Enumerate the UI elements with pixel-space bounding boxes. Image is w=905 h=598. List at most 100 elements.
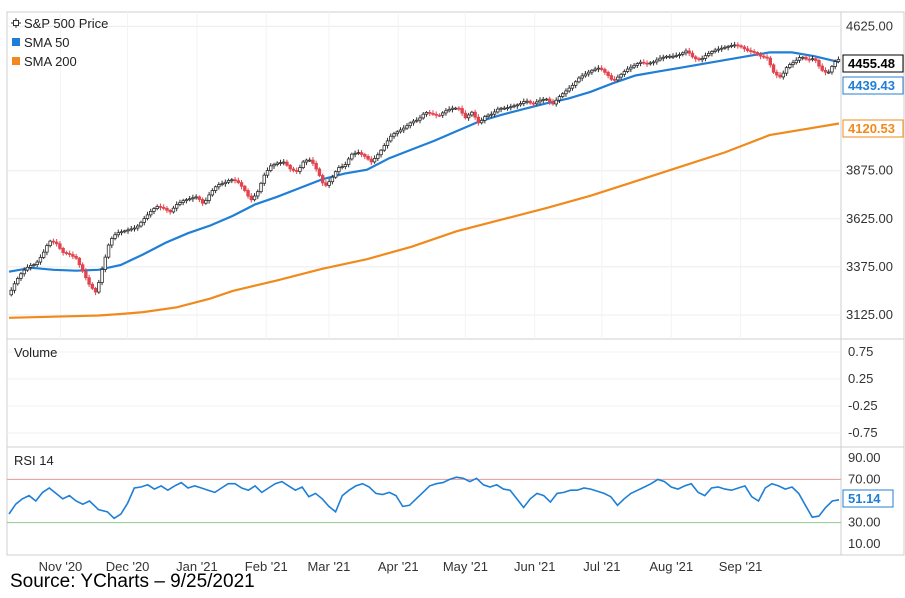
- candle-body: [197, 196, 202, 200]
- candle-body: [136, 225, 140, 229]
- candle-body: [392, 133, 396, 137]
- candle-body: [606, 71, 610, 77]
- candle-body: [100, 269, 104, 283]
- candle-body: [538, 99, 542, 103]
- candle-body: [405, 125, 409, 129]
- sma-50-series: [8, 51, 840, 273]
- candle-body: [84, 270, 88, 279]
- candle-body: [9, 289, 13, 296]
- candle-body: [97, 282, 101, 293]
- candle-body: [168, 209, 172, 213]
- candle-body: [726, 45, 730, 48]
- price-tick-label: 4625.00: [846, 18, 893, 33]
- candle-body: [353, 152, 357, 155]
- candle-body: [233, 179, 237, 182]
- candle-body: [32, 264, 36, 266]
- x-tick-label: Jul '21: [583, 559, 620, 574]
- candle-body: [583, 73, 588, 77]
- candle-body: [551, 101, 555, 105]
- candle-body: [502, 107, 507, 110]
- price-candles: [9, 41, 841, 297]
- source-caption: Source: YCharts – 9/25/2021: [10, 571, 255, 592]
- candle-body: [174, 204, 179, 209]
- candle-body: [723, 46, 727, 49]
- volume-tick-label: 0.75: [848, 344, 873, 359]
- candle-body: [346, 158, 351, 165]
- candle-body: [16, 278, 20, 285]
- candle-body: [243, 185, 247, 191]
- price-panel-frame: [6, 11, 842, 340]
- candle-body: [496, 108, 500, 113]
- candle-body: [742, 46, 747, 50]
- candle-body: [687, 50, 691, 54]
- candle-body: [622, 71, 627, 75]
- candle-body: [567, 87, 571, 92]
- candle-body: [450, 107, 455, 110]
- candle-body: [184, 199, 189, 202]
- sma200-last-value-tag: 4120.53: [842, 119, 904, 138]
- candle-body: [301, 161, 305, 169]
- candle-body: [434, 113, 438, 116]
- rsi-tick-label: 10.00: [848, 536, 881, 551]
- volume-tick-label: 0.25: [848, 371, 873, 386]
- candle-body: [259, 182, 263, 193]
- candle-body: [561, 93, 565, 97]
- candle-body: [343, 164, 348, 167]
- candle-body: [463, 112, 468, 119]
- rsi-panel-frame: [6, 446, 842, 556]
- candle-body: [515, 104, 519, 107]
- candle-body: [64, 252, 69, 254]
- candle-body: [778, 74, 782, 78]
- candle-body: [638, 61, 643, 64]
- candle-body: [431, 112, 435, 115]
- candle-body: [178, 202, 182, 205]
- candle-body: [35, 261, 39, 265]
- candle-body: [295, 170, 299, 172]
- candle-body: [612, 78, 617, 81]
- candle-body: [54, 241, 59, 245]
- candle-body: [220, 183, 224, 186]
- candle-body: [833, 61, 837, 67]
- candle-body: [210, 190, 215, 196]
- candle-body: [512, 105, 516, 108]
- candle-body: [823, 69, 828, 73]
- candle-body: [139, 221, 143, 227]
- x-tick-label: Jan '21: [176, 559, 218, 574]
- x-tick-label: Dec '20: [106, 559, 150, 574]
- candle-body: [207, 194, 211, 201]
- volume-panel-frame: [6, 338, 842, 448]
- candle-body: [535, 101, 539, 105]
- candle-body: [372, 158, 377, 163]
- candle-body: [531, 102, 536, 105]
- candle-body: [554, 99, 558, 105]
- candle-body: [590, 69, 594, 73]
- candle-body: [87, 277, 91, 285]
- volume-axis-frame: [840, 338, 905, 448]
- candle-body: [25, 266, 30, 271]
- candle-body: [827, 71, 831, 74]
- candle-body: [836, 59, 841, 62]
- candle-body: [814, 58, 818, 61]
- legend-price-label: S&P 500 Price: [24, 16, 108, 31]
- candle-body: [142, 218, 146, 223]
- candle-body: [784, 67, 789, 74]
- candle-body: [749, 50, 753, 52]
- candle-body: [713, 49, 717, 52]
- candle-body: [256, 191, 260, 197]
- candle-body: [470, 111, 474, 116]
- price-last-value: 4455.48: [848, 56, 895, 71]
- candle-body: [564, 90, 568, 95]
- candle-body: [385, 140, 390, 146]
- candle-body: [716, 48, 721, 51]
- candle-body: [804, 56, 808, 60]
- candle-body: [541, 98, 545, 101]
- candle-body: [788, 64, 792, 68]
- candle-body: [671, 55, 675, 58]
- candle-body: [249, 195, 253, 201]
- candle-body: [632, 64, 636, 68]
- candle-body: [651, 61, 656, 64]
- candle-body: [544, 98, 549, 101]
- candle-body: [45, 245, 49, 253]
- candle-body: [674, 55, 678, 57]
